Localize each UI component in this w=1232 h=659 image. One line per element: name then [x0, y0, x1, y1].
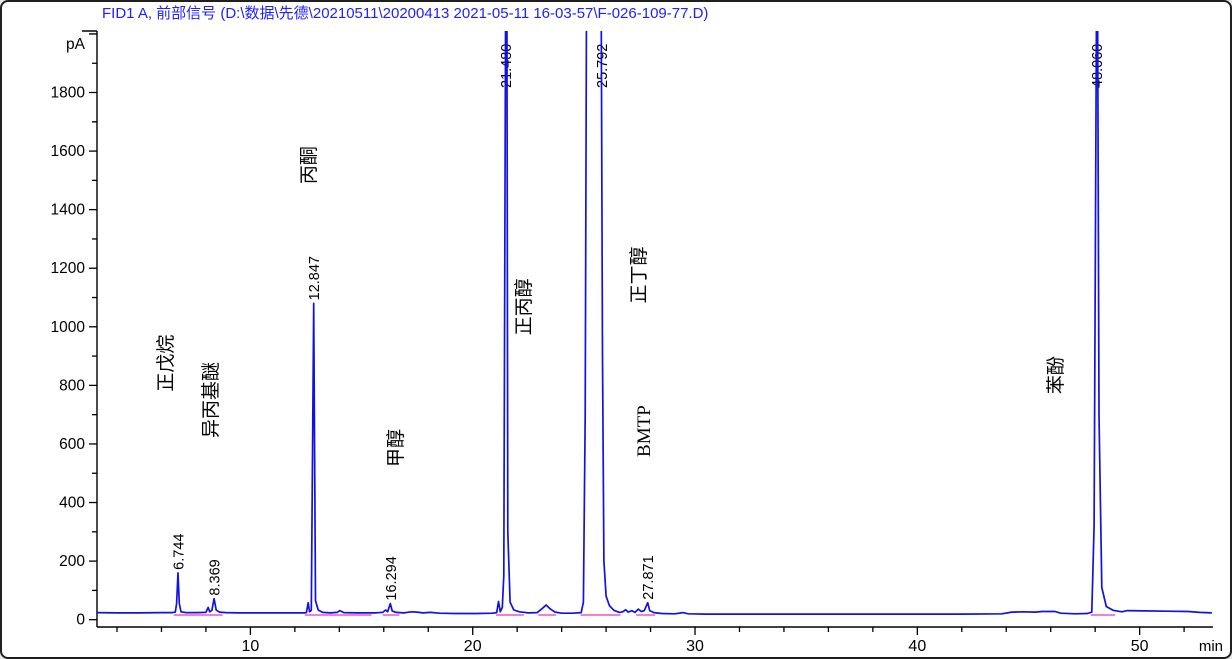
- x-tick-label: 30: [686, 638, 704, 655]
- compound-label: 异丙基醚: [200, 362, 222, 438]
- y-tick-label: 400: [59, 495, 85, 512]
- retention-time-label: 12.847: [307, 256, 323, 300]
- y-axis-unit: pA: [66, 36, 86, 53]
- compound-label: BMTP: [634, 405, 655, 457]
- y-tick-label: 200: [59, 553, 85, 570]
- x-tick-label: 50: [1131, 638, 1149, 655]
- y-tick-label: 600: [59, 436, 85, 453]
- y-tick-label: 800: [59, 377, 85, 394]
- compound-label: 正丙醇: [513, 278, 535, 335]
- y-tick-label: 1000: [51, 319, 86, 336]
- signal-trace: [97, 31, 1212, 615]
- compound-label: 苯酚: [1045, 356, 1067, 394]
- compound-label: 正丁醇: [628, 246, 650, 303]
- retention-time-label: 25.792: [595, 44, 611, 88]
- retention-time-label: 8.369: [208, 559, 224, 595]
- x-tick-label: 40: [908, 638, 926, 655]
- y-tick-label: 0: [76, 612, 85, 629]
- compound-label: 正戊烷: [155, 335, 177, 392]
- y-tick-label: 1200: [51, 260, 86, 277]
- y-tick-label: 1600: [51, 143, 86, 160]
- retention-time-label: 6.744: [172, 534, 188, 570]
- y-tick-label: 1400: [51, 202, 86, 219]
- x-tick-label: 10: [241, 638, 259, 655]
- compound-label: 甲醇: [385, 429, 407, 467]
- x-tick-label: 20: [464, 638, 482, 655]
- x-axis-unit: min: [1199, 638, 1223, 655]
- compound-label: 丙酮: [299, 146, 320, 184]
- signal-title: FID1 A, 前部信号 (D:\数据\先德\20210511\20200413…: [102, 5, 709, 22]
- y-tick-label: 1800: [51, 85, 86, 102]
- retention-time-label: 27.871: [641, 555, 657, 599]
- retention-time-label: 16.294: [384, 556, 400, 600]
